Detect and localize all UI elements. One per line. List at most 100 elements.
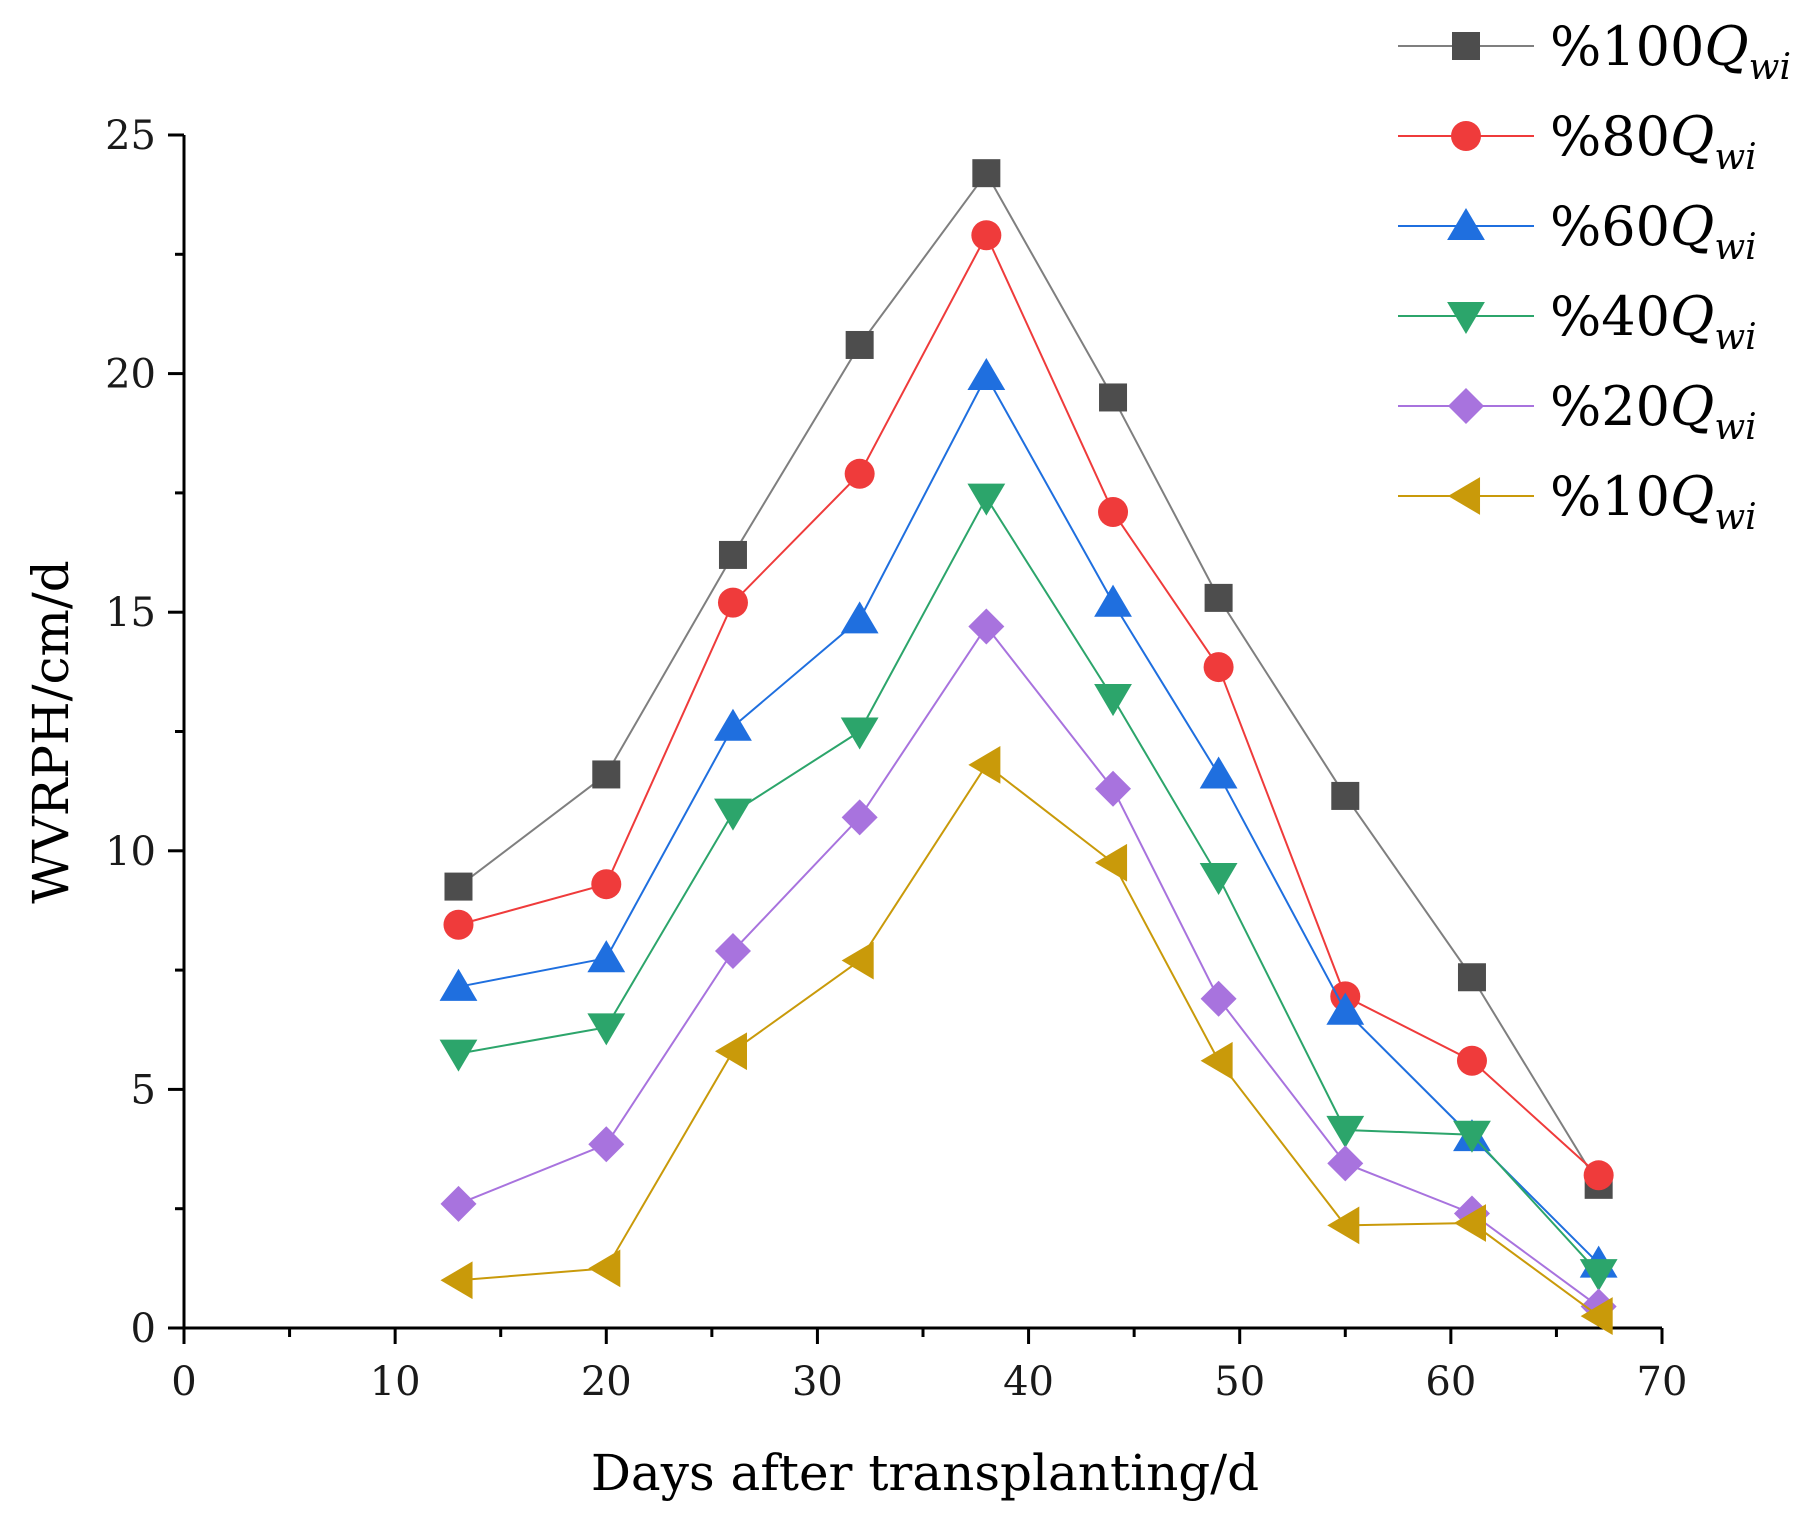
data-point	[1099, 383, 1128, 412]
data-point	[714, 798, 752, 831]
data-point	[968, 608, 1005, 645]
data-point	[1203, 652, 1234, 683]
series-line	[458, 495, 1600, 1274]
data-point	[714, 708, 752, 741]
legend-label: %100Qwi	[1550, 15, 1791, 88]
legend-marker	[1448, 477, 1481, 515]
data-point	[971, 220, 1002, 251]
series-line	[458, 232, 1600, 1177]
data-point	[1095, 843, 1128, 882]
data-point	[845, 330, 874, 359]
data-point	[440, 1185, 477, 1222]
data-point	[1199, 756, 1238, 789]
y-tick-label: 20	[105, 352, 156, 398]
data-point	[592, 760, 621, 789]
legend-item: %20Qwi	[1398, 375, 1757, 448]
legend-item: %40Qwi	[1398, 285, 1757, 358]
data-point	[1326, 992, 1365, 1025]
legend-marker	[1451, 121, 1481, 151]
data-point	[968, 746, 1001, 784]
x-tick-label: 40	[1003, 1359, 1054, 1405]
data-point	[1453, 1120, 1491, 1153]
data-point	[439, 1039, 478, 1072]
legend-marker	[1452, 32, 1480, 60]
series-line	[458, 763, 1600, 1317]
data-point	[1098, 496, 1129, 527]
data-point	[587, 1013, 626, 1046]
series-line	[457, 171, 1600, 1186]
data-point	[1199, 863, 1238, 896]
legend-label: %80Qwi	[1550, 105, 1757, 178]
data-point	[714, 933, 751, 970]
data-point	[844, 458, 875, 489]
series-line	[458, 373, 1600, 1265]
legend-label: %40Qwi	[1550, 285, 1757, 358]
y-tick-label: 25	[105, 113, 156, 159]
data-point	[443, 909, 474, 940]
legend-marker	[1447, 301, 1485, 334]
data-point	[841, 941, 874, 980]
data-point	[1331, 781, 1360, 810]
data-point	[587, 940, 626, 973]
data-point	[1579, 1259, 1618, 1292]
y-tick-label: 15	[105, 590, 156, 636]
data-point	[1453, 1204, 1487, 1242]
y-axis-title: WVRPH/cm/d	[22, 560, 80, 904]
legend-marker	[1448, 388, 1484, 424]
data-point	[841, 799, 878, 836]
x-tick-label: 10	[370, 1359, 421, 1405]
legend-item: %10Qwi	[1398, 465, 1757, 538]
series-2	[443, 220, 1614, 1191]
data-point	[588, 1126, 625, 1163]
data-point	[1094, 684, 1132, 717]
y-tick-label: 0	[131, 1306, 156, 1352]
legend: %100Qwi %80Qwi %60Qwi %40Qwi %20Qwi %10Qwi	[1398, 15, 1791, 538]
data-point	[1457, 963, 1486, 992]
series-4	[439, 483, 1618, 1292]
legend-item: %60Qwi	[1398, 195, 1757, 268]
data-point	[1327, 1206, 1360, 1245]
data-point	[1094, 584, 1132, 617]
data-point	[718, 540, 747, 569]
legend-label: %10Qwi	[1550, 465, 1757, 538]
data-point	[717, 587, 748, 618]
data-point	[444, 872, 473, 901]
data-point	[1095, 770, 1132, 807]
data-point	[967, 483, 1006, 516]
series-6	[440, 746, 1613, 1335]
data-point	[967, 357, 1006, 391]
x-tick-label: 60	[1425, 1359, 1476, 1405]
legend-item: %80Qwi	[1398, 105, 1757, 178]
y-tick-label: 5	[131, 1067, 156, 1113]
x-tick-label: 30	[792, 1359, 843, 1405]
data-point	[714, 1032, 748, 1071]
legend-item: %100Qwi	[1398, 15, 1791, 88]
data-point	[588, 1249, 621, 1288]
legend-label: %60Qwi	[1550, 195, 1757, 268]
x-tick-label: 20	[581, 1359, 632, 1405]
data-point	[1327, 1145, 1364, 1182]
data-point	[1326, 1115, 1365, 1148]
data-point	[840, 601, 879, 634]
data-point	[1580, 1297, 1613, 1335]
series-layer	[439, 159, 1618, 1335]
data-point	[439, 968, 478, 1001]
legend-marker	[1447, 208, 1485, 241]
data-point	[440, 1261, 473, 1300]
legend-label: %20Qwi	[1550, 375, 1757, 448]
data-point	[591, 869, 622, 900]
axes: 0 10 20 30 40 50 60 70 0 5 10 15 20 25	[105, 113, 1687, 1405]
series-line	[458, 624, 1600, 1308]
y-tick-label: 10	[105, 829, 156, 875]
data-point	[1200, 980, 1237, 1017]
x-axis-title: Days after transplanting/d	[591, 1444, 1259, 1502]
data-point	[972, 159, 1001, 188]
data-point	[1204, 583, 1233, 612]
series-1	[444, 159, 1613, 1199]
data-point	[840, 717, 879, 750]
x-tick-label: 0	[171, 1359, 196, 1405]
data-point	[1200, 1041, 1233, 1080]
data-point	[1456, 1045, 1487, 1076]
x-tick-label: 70	[1637, 1359, 1688, 1405]
